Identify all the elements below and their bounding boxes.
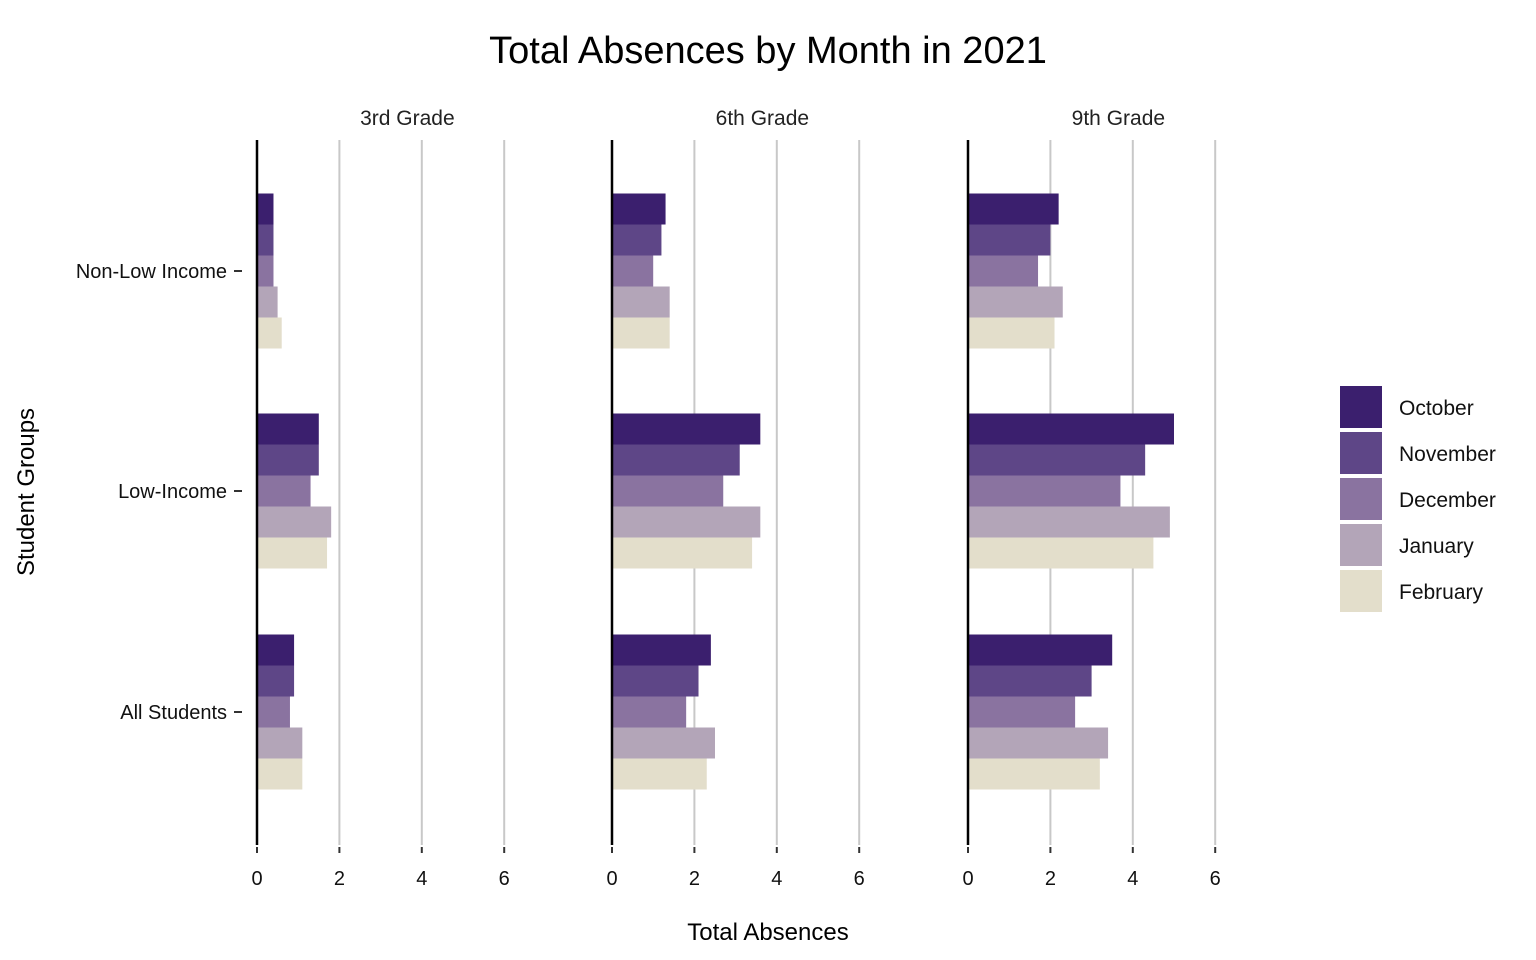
bar-3rd-grade-all-students-december [257, 696, 290, 728]
bar-3rd-grade-low-income-december [257, 475, 311, 507]
bar-9th-grade-non-low-income-february [968, 317, 1055, 349]
bar-6th-grade-non-low-income-february [612, 317, 670, 349]
bar-6th-grade-non-low-income-january [612, 286, 670, 318]
bar-6th-grade-low-income-december [612, 475, 724, 507]
bar-9th-grade-non-low-income-january [968, 286, 1063, 318]
bar-9th-grade-low-income-february [968, 537, 1154, 569]
bar-9th-grade-non-low-income-december [968, 255, 1039, 287]
bar-3rd-grade-low-income-october [257, 413, 319, 445]
facet-label-6th-grade: 6th Grade [716, 107, 809, 130]
bar-9th-grade-low-income-january [968, 506, 1170, 538]
bar-3rd-grade-non-low-income-december [257, 255, 274, 287]
bar-9th-grade-low-income-november [968, 444, 1146, 476]
x-tick-label-6th-grade: 0 [606, 868, 617, 890]
bar-3rd-grade-low-income-november [257, 444, 319, 476]
x-tick-label-6th-grade: 6 [854, 868, 865, 890]
bar-3rd-grade-non-low-income-october [257, 193, 274, 225]
x-tick-label-9th-grade: 4 [1127, 868, 1138, 890]
x-tick-label-9th-grade: 2 [1045, 868, 1056, 890]
legend-label-october: October [1399, 397, 1474, 420]
legend-key-october [1340, 386, 1382, 428]
bar-9th-grade-all-students-october [968, 634, 1113, 666]
legend-key-january [1340, 524, 1382, 566]
bar-6th-grade-all-students-january [612, 727, 715, 759]
y-tick-label-low-income: Low-Income [118, 481, 227, 503]
bar-3rd-grade-all-students-november [257, 665, 295, 697]
x-tick-label-3rd-grade: 6 [499, 868, 510, 890]
bar-6th-grade-low-income-february [612, 537, 753, 569]
legend-label-november: November [1399, 443, 1496, 466]
legend-key-november [1340, 432, 1382, 474]
legend-label-january: January [1399, 535, 1474, 558]
bar-6th-grade-low-income-october [612, 413, 761, 445]
bar-3rd-grade-non-low-income-february [257, 317, 282, 349]
bar-9th-grade-all-students-december [968, 696, 1076, 728]
bar-6th-grade-low-income-january [612, 506, 761, 538]
bar-3rd-grade-low-income-january [257, 506, 332, 538]
bar-3rd-grade-all-students-february [257, 758, 303, 790]
chart-title: Total Absences by Month in 2021 [489, 30, 1047, 72]
legend-key-february [1340, 570, 1382, 612]
legend-key-december [1340, 478, 1382, 520]
bar-3rd-grade-all-students-october [257, 634, 295, 666]
bar-6th-grade-all-students-february [612, 758, 707, 790]
bar-6th-grade-all-students-december [612, 696, 687, 728]
bar-3rd-grade-non-low-income-january [257, 286, 278, 318]
bar-3rd-grade-non-low-income-november [257, 224, 274, 256]
bar-3rd-grade-all-students-january [257, 727, 303, 759]
bar-9th-grade-all-students-january [968, 727, 1109, 759]
x-tick-label-3rd-grade: 4 [416, 868, 427, 890]
legend-label-february: February [1399, 581, 1484, 604]
bar-9th-grade-low-income-december [968, 475, 1121, 507]
bar-9th-grade-non-low-income-october [968, 193, 1059, 225]
facet-label-3rd-grade: 3rd Grade [360, 107, 455, 130]
bar-9th-grade-non-low-income-november [968, 224, 1051, 256]
bar-9th-grade-all-students-november [968, 665, 1092, 697]
y-tick-label-non-low-income: Non-Low Income [76, 261, 227, 283]
y-axis-title: Student Groups [13, 408, 40, 576]
x-tick-label-9th-grade: 6 [1210, 868, 1221, 890]
bar-6th-grade-non-low-income-december [612, 255, 654, 287]
y-tick-label-all-students: All Students [120, 702, 227, 724]
x-tick-label-3rd-grade: 2 [334, 868, 345, 890]
x-tick-label-9th-grade: 0 [962, 868, 973, 890]
x-axis-title: Total Absences [687, 919, 848, 946]
bar-6th-grade-low-income-november [612, 444, 740, 476]
bar-3rd-grade-low-income-february [257, 537, 328, 569]
bar-6th-grade-non-low-income-october [612, 193, 666, 225]
legend-label-december: December [1399, 489, 1496, 512]
x-tick-label-6th-grade: 4 [771, 868, 782, 890]
bar-9th-grade-all-students-february [968, 758, 1100, 790]
bar-6th-grade-all-students-november [612, 665, 699, 697]
bar-9th-grade-low-income-october [968, 413, 1174, 445]
x-tick-label-6th-grade: 2 [689, 868, 700, 890]
bar-6th-grade-all-students-october [612, 634, 711, 666]
facet-label-9th-grade: 9th Grade [1072, 107, 1165, 130]
x-tick-label-3rd-grade: 0 [251, 868, 262, 890]
bar-6th-grade-non-low-income-november [612, 224, 662, 256]
